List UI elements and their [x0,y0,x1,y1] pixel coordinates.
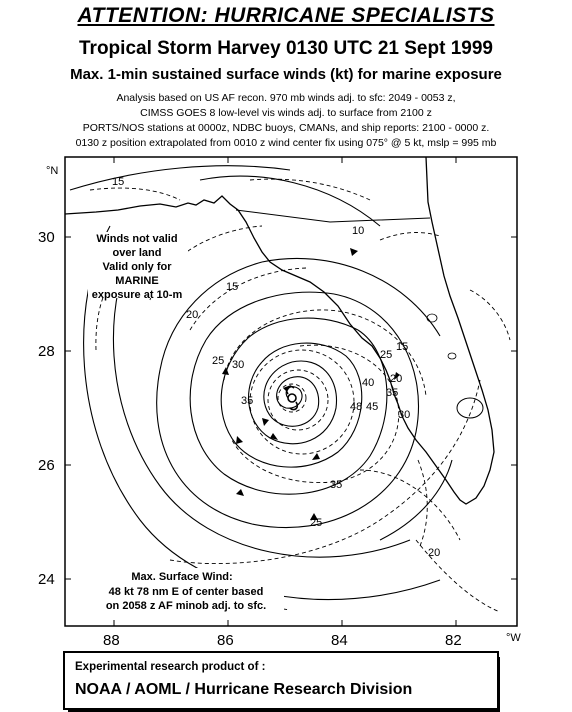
lon-unit-label: °W [506,632,521,644]
svg-text:Valid only for: Valid only for [102,261,172,273]
contour-label: 45 [366,401,378,413]
contour-label: 20 [428,547,440,559]
contour-labels: 15 10 15 20 25 30 35 40 45 48 20 15 25 3… [112,176,440,559]
page-title: Tropical Storm Harvey 0130 UTC 21 Sept 1… [79,38,493,59]
lake-okeechobee [456,397,484,419]
page-subtitle: Max. 1-min sustained surface winds (kt) … [70,66,502,83]
land-validity-note: Winds not valid over land Valid only for… [88,232,188,301]
contour-label: 20 [390,373,402,385]
contour-label: 25 [380,349,392,361]
max-wind-note: Max. Surface Wind: 48 kt 78 nm E of cent… [106,568,284,612]
analysis-note-2: CIMSS GOES 8 low-level vis winds adj. to… [140,107,432,119]
footer-line-2: NOAA / AOML / Hurricane Research Divisio… [75,681,413,698]
footer-line-1: Experimental research product of : [75,661,266,673]
contour-label: 25 [212,355,224,367]
lat-unit-label: °N [46,165,58,177]
lon-label-84: 84 [331,632,348,649]
lat-label-30: 30 [38,229,55,246]
lon-label-88: 88 [103,632,120,649]
contour-label: 10 [352,225,364,237]
footer-box: Experimental research product of : NOAA … [63,651,499,710]
lon-label-86: 86 [217,632,234,649]
lat-label-26: 26 [38,457,55,474]
contour-label: 30 [398,409,410,421]
contour-label: 15 [226,281,238,293]
lat-label-28: 28 [38,343,55,360]
contour-label: 20 [186,309,198,321]
contour-label: 30 [232,359,244,371]
contour-label: 40 [362,377,374,389]
svg-text:MARINE: MARINE [115,275,158,287]
lat-label-24: 24 [38,571,55,588]
contour-label: 48 [350,401,362,413]
contour-label: 35 [241,395,253,407]
contour-label: 25 [310,517,322,529]
analysis-note-1: Analysis based on US AF recon. 970 mb wi… [116,92,456,104]
svg-text:on 2058 z AF minob adj. to sfc: on 2058 z AF minob adj. to sfc. [106,600,266,612]
svg-text:exposure at 10-m: exposure at 10-m [92,289,183,301]
svg-text:48 kt 78 nm E of center based: 48 kt 78 nm E of center based [109,586,264,598]
flow-arrows [222,248,400,520]
contour-label: 35 [386,387,398,399]
coastline [65,157,495,505]
contour-label: 35 [330,479,342,491]
lon-label-82: 82 [445,632,462,649]
analysis-note-4: 0130 z position extrapolated from 0010 z… [75,137,497,149]
attention-banner: ATTENTION: HURRICANE SPECIALISTS [77,4,495,27]
contour-label: 15 [396,341,408,353]
streamlines [69,165,453,601]
axis-ticks [65,157,517,626]
svg-text:over land: over land [113,247,162,259]
state-border [235,209,431,223]
contour-label: 15 [112,176,124,188]
svg-text:Max. Surface Wind:: Max. Surface Wind: [131,571,232,583]
analysis-note-3: PORTS/NOS stations at 0000z, NDBC buoys,… [82,122,490,134]
svg-text:Winds not valid: Winds not valid [96,233,177,245]
storm-center-icon [285,385,299,411]
